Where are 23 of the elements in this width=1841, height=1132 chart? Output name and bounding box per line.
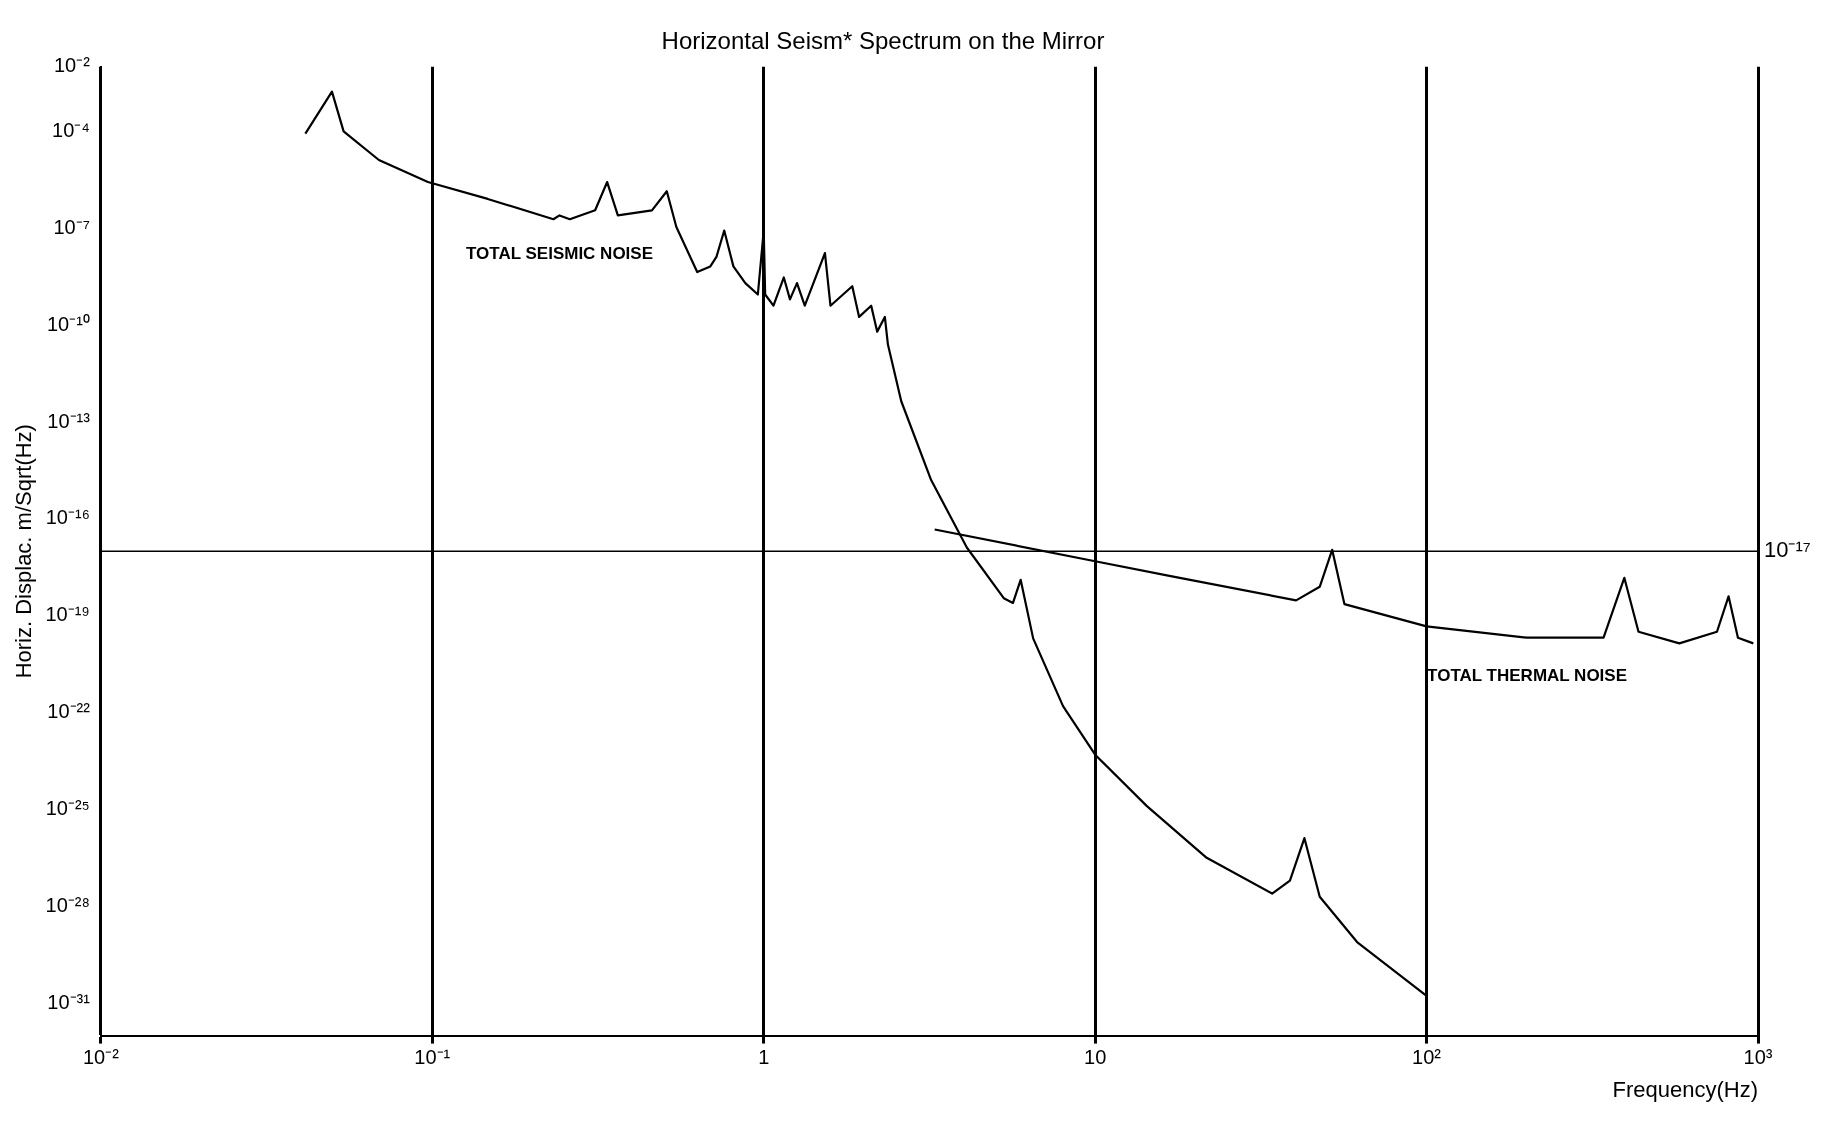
- x-axis-title: Frequency(Hz): [1612, 1076, 1758, 1102]
- x-tick-label: 10³: [1743, 1046, 1773, 1069]
- y-tick-label: 10⁻⁷: [53, 215, 90, 238]
- y-tick-label: 10⁻¹⁹: [45, 603, 90, 626]
- text: TOTAL THERMAL NOISE: [1427, 665, 1628, 685]
- y-tick-label: 10⁻²⁵: [45, 797, 90, 820]
- y-tick-label: 10⁻¹³: [47, 409, 91, 432]
- x-tick-label: 10²: [1412, 1046, 1442, 1069]
- y-tick-label: 10⁻²⁸: [45, 893, 90, 916]
- y-tick-label: 10⁻⁴: [52, 118, 90, 141]
- ref-line-label: 10⁻¹⁷: [1764, 537, 1811, 563]
- y-axis-title: Horiz. Displac. m/Sqrt(Hz): [11, 424, 37, 679]
- chart-title: Horizontal Seism* Spectrum on the Mirror: [661, 27, 1105, 55]
- y-tick-label: 10⁻²: [53, 54, 91, 77]
- y-tick-label: 10⁻¹⁶: [45, 506, 90, 529]
- x-tick-label: 1: [758, 1046, 770, 1069]
- y-tick-label: 10⁻²²: [47, 700, 91, 723]
- x-tick-label: 10: [1084, 1046, 1107, 1069]
- y-tick-label: 10⁻¹⁰: [46, 312, 90, 335]
- y-tick-label: 10⁻³¹: [47, 990, 91, 1013]
- x-tick-label: 10⁻¹: [414, 1046, 451, 1069]
- x-tick-label: 10⁻²: [82, 1046, 120, 1069]
- series-label: TOTAL SEISMIC NOISE: [465, 243, 654, 263]
